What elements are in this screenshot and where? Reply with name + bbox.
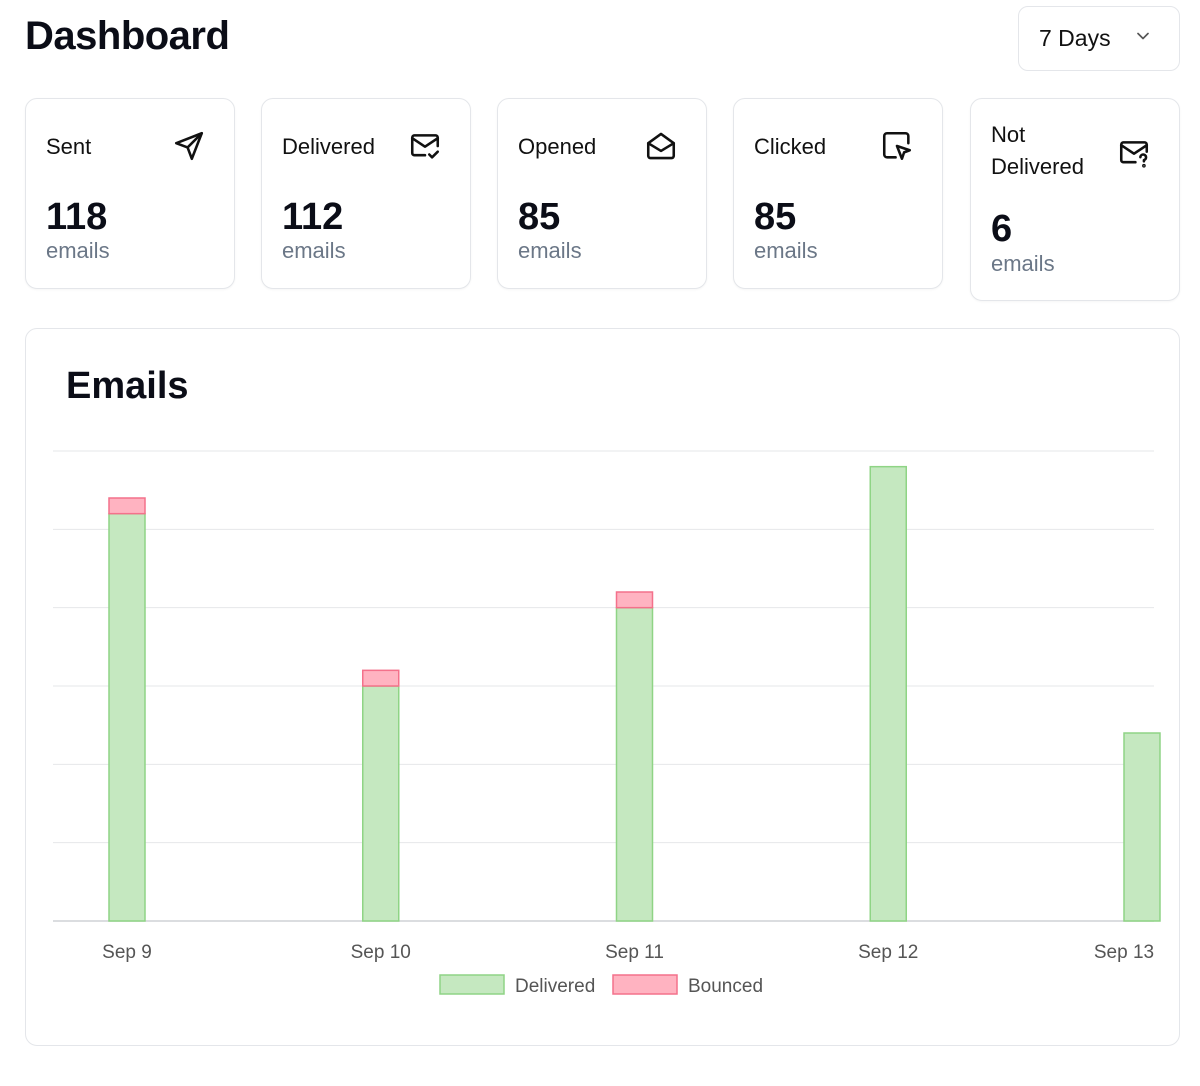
emails-bar-chart: Sep 9 Sep 10 Sep 11 Sep 12 Sep 13 Delivered Bo…	[53, 450, 1161, 997]
bar-delivered-sep-9	[108, 512, 146, 922]
bar-delivered-sep-13	[1123, 732, 1161, 922]
stat-card-value: 85	[754, 196, 797, 238]
x-tick-label: Sep 13	[1094, 942, 1154, 963]
stat-card-value: 6	[991, 208, 1013, 250]
x-tick-label: Sep 10	[351, 942, 411, 963]
stat-card-unit: emails	[991, 251, 1055, 276]
stat-card-value: 85	[518, 196, 561, 238]
stat-card-label: Opened	[518, 134, 597, 159]
bar-bounced-sep-10	[362, 669, 400, 687]
bar-delivered-sep-10	[362, 685, 400, 922]
date-range-value: 7 Days	[1039, 25, 1111, 51]
mail-question-icon	[1117, 136, 1151, 170]
stat-card-value: 112	[282, 196, 344, 238]
stat-card-unit: emails	[46, 238, 110, 263]
x-tick-label: Sep 11	[605, 942, 664, 963]
legend-label-bounced: Bounced	[688, 976, 763, 997]
stat-card-sent: Sent 118 emails	[25, 98, 235, 289]
stat-card-label: Sent	[46, 134, 92, 159]
bar-bounced-sep-11	[615, 591, 654, 609]
x-tick-label: Sep 9	[102, 942, 152, 963]
stat-card-label: Delivered	[282, 134, 375, 159]
stat-card-opened: Opened 85 emails	[497, 98, 707, 289]
stat-card-unit: emails	[754, 238, 818, 263]
stat-card-label: Not Delivered	[991, 122, 1084, 179]
stat-card-value: 118	[46, 196, 108, 238]
emails-chart-card: Emails Sep 9 Sep 10 Sep 11 Sep 12 Sep 13 Deli…	[25, 328, 1180, 1046]
stat-card-label: Clicked	[754, 134, 827, 159]
stat-card-clicked: Clicked 85 emails	[733, 98, 943, 289]
stat-card-delivered: Delivered 112 emails	[261, 98, 471, 289]
stat-card-not-delivered: Not Delivered 6 emails	[970, 98, 1180, 301]
legend-swatch-bounced	[612, 974, 678, 995]
paper-plane-icon	[172, 129, 206, 163]
page-title: Dashboard	[25, 14, 230, 58]
x-tick-label: Sep 12	[858, 942, 918, 963]
date-range-select[interactable]: 7 Days	[1018, 6, 1180, 71]
cursor-click-icon	[880, 129, 914, 163]
mail-check-icon	[408, 129, 442, 163]
stat-card-unit: emails	[282, 238, 346, 263]
bar-delivered-sep-11	[615, 606, 654, 922]
legend-swatch-delivered	[439, 974, 505, 995]
bar-delivered-sep-12	[869, 465, 907, 922]
bar-bounced-sep-9	[108, 497, 146, 515]
legend-label-delivered: Delivered	[515, 976, 595, 997]
chart-title: Emails	[66, 365, 189, 407]
mail-open-icon	[644, 129, 678, 163]
stat-card-unit: emails	[518, 238, 582, 263]
chevron-down-icon	[1133, 25, 1153, 52]
